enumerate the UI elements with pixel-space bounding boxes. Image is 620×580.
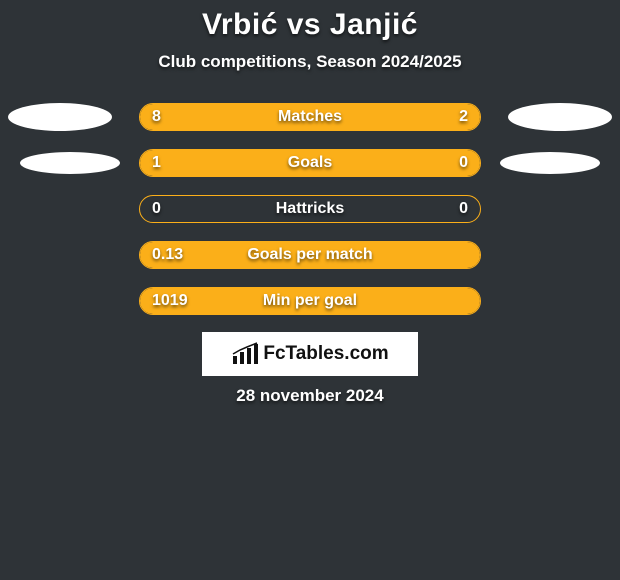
- stat-left-value: 0: [152, 200, 202, 218]
- page-title: Vrbić vs Janjić: [0, 8, 620, 42]
- brand-text: FcTables.com: [263, 343, 388, 365]
- stat-right-value: 0: [418, 154, 468, 172]
- chart-icon: [231, 342, 259, 366]
- stat-left-value: 8: [152, 108, 202, 126]
- stat-right-value: 0: [418, 200, 468, 218]
- date-text: 28 november 2024: [0, 386, 620, 406]
- player-left-placeholder: [8, 103, 112, 131]
- player-right-placeholder: [508, 103, 612, 131]
- stat-bar-row: 00Hattricks: [0, 194, 620, 224]
- player-left-placeholder: [20, 152, 120, 174]
- stat-right-value: 2: [418, 108, 468, 126]
- player-right-placeholder: [500, 152, 600, 174]
- stat-bar-row: 10Goals: [0, 148, 620, 178]
- stat-left-value: 1019: [152, 292, 202, 310]
- stat-bar-row: 1019Min per goal: [0, 286, 620, 316]
- stat-bar-row: 82Matches: [0, 102, 620, 132]
- page-subtitle: Club competitions, Season 2024/2025: [0, 52, 620, 72]
- stat-left-value: 1: [152, 154, 202, 172]
- stat-bars-container: 82Matches10Goals00Hattricks0.13Goals per…: [0, 102, 620, 316]
- brand-box[interactable]: FcTables.com: [202, 332, 418, 376]
- stat-bar-row: 0.13Goals per match: [0, 240, 620, 270]
- stat-left-value: 0.13: [152, 246, 202, 264]
- comparison-panel: Vrbić vs Janjić Club competitions, Seaso…: [0, 0, 620, 406]
